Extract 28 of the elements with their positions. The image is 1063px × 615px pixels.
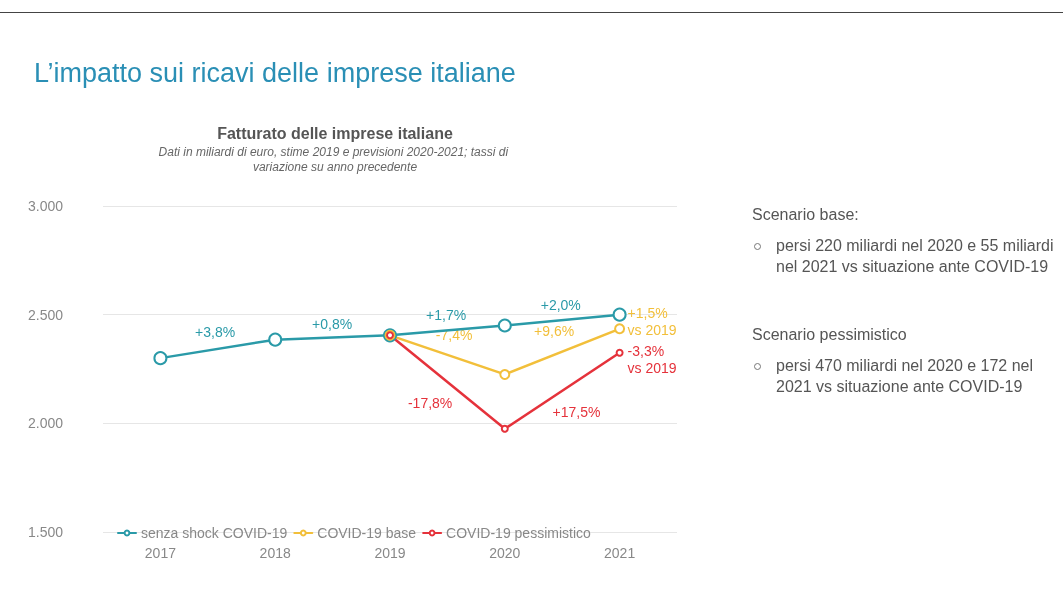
annotation: +0,8% <box>312 315 353 332</box>
y-tick-label: 2.000 <box>27 415 64 432</box>
text: persi 220 miliardi nel 2020 e 55 miliardi nel 2021 vs situazione ante COVID-19 <box>775 235 1055 277</box>
y-tick-label: 3.000 <box>27 198 64 214</box>
text: Scenario pessimistico <box>752 325 908 346</box>
annotation: +1,7% <box>426 307 467 324</box>
annotation: +2,0% <box>540 296 581 313</box>
text: persi 470 miliardi nel 2020 e 172 nel 2021 vs situazione ante COVID-19 <box>775 356 1035 397</box>
x-tick-label: 2021 <box>604 545 636 561</box>
y-tick-label: 2.500 <box>27 306 64 323</box>
x-tick-label: 2017 <box>144 545 177 561</box>
legend-label: COVID-19 base <box>317 525 417 541</box>
x-tick-label: 2020 <box>489 545 521 561</box>
text: Scenario base: <box>752 205 860 225</box>
annotation: -17,8% <box>407 395 453 412</box>
annotation: +17,5% <box>552 404 601 421</box>
y-tick-label: 1.500 <box>27 524 64 540</box>
chart-subtitle: Dati in miliardi di euro, stime 2019 e previsioni 2020-2021; tassi di variazione su anno precedente <box>158 144 512 174</box>
x-tick-label: 2019 <box>374 545 406 561</box>
annotation: -3,3% vs 2019 <box>627 343 677 377</box>
chart-title: Fatturato delle imprese italiane <box>217 124 453 142</box>
annotation: +3,8% <box>195 324 236 341</box>
legend-label: COVID-19 pessimistico <box>446 525 592 541</box>
legend-label: senza shock COVID-19 <box>141 525 288 541</box>
text: L’impatto sui ricavi delle imprese italiane <box>34 58 516 89</box>
x-tick-label: 2018 <box>259 545 291 561</box>
annotation: +1,5% vs 2019 <box>627 305 677 339</box>
annotation: +9,6% <box>534 323 575 340</box>
